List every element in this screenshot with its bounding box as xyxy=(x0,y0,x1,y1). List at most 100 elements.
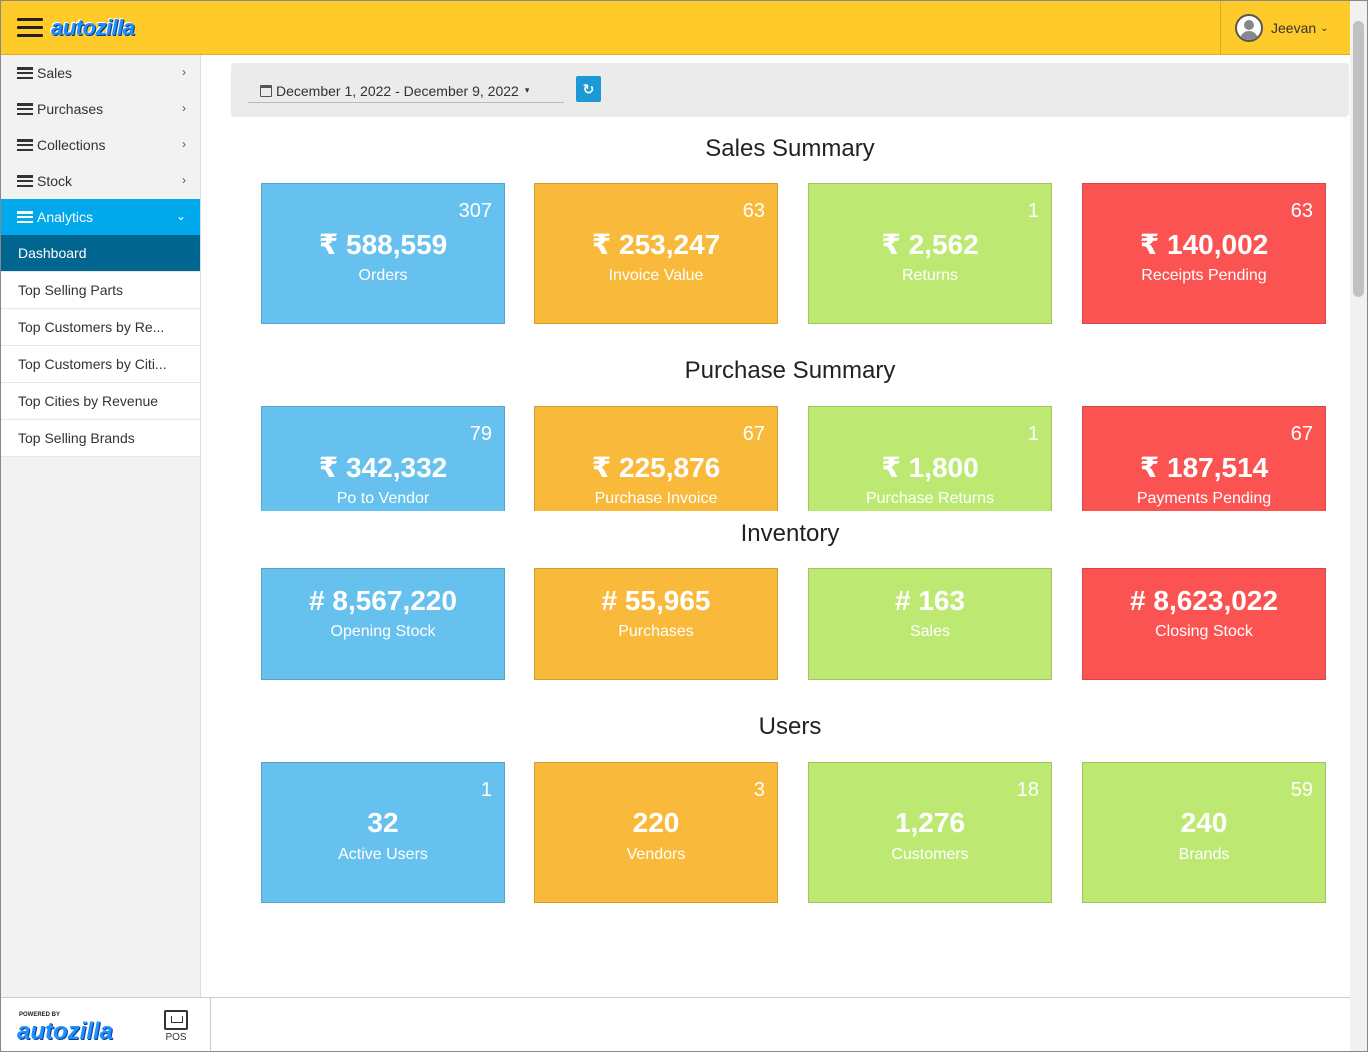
date-range-text: December 1, 2022 - December 9, 2022 xyxy=(276,82,519,99)
card-closing-stock[interactable]: # 8,623,022 Closing Stock xyxy=(1082,568,1326,680)
sidebar-item-collections[interactable]: Collections › xyxy=(1,127,200,163)
menu-bars-icon xyxy=(17,175,33,187)
card-label: Purchases xyxy=(618,623,694,640)
card-label: Payments Pending xyxy=(1136,490,1272,507)
chevron-down-icon: ⌄ xyxy=(175,209,186,223)
card-label: Active Users xyxy=(338,846,428,863)
sidebar-subitem-top-selling-parts[interactable]: Top Selling Parts xyxy=(1,272,200,309)
card-count: 67 xyxy=(742,423,765,445)
card-label: Orders xyxy=(358,267,408,284)
card-label: Brands xyxy=(1178,846,1230,863)
card-value: ₹ 187,514 xyxy=(1139,452,1269,483)
sidebar-subitem-dashboard[interactable]: Dashboard xyxy=(1,235,200,272)
sidebar-subitem-top-cities-revenue[interactable]: Top Cities by Revenue xyxy=(1,383,200,420)
refresh-icon: ↻ xyxy=(582,80,595,97)
card-count: 18 xyxy=(1016,779,1039,801)
sidebar-item-label: Sales xyxy=(37,65,73,81)
sidebar-subitem-label: Top Cities by Revenue xyxy=(18,393,159,409)
cart-monitor-icon xyxy=(164,1010,188,1030)
sidebar: Sales › Purchases › Collections › Stock … xyxy=(1,55,201,997)
card-payments-pending[interactable]: 67 ₹ 187,514 Payments Pending xyxy=(1082,406,1326,511)
card-count: 79 xyxy=(469,423,492,445)
card-value: 240 xyxy=(1180,807,1228,838)
chevron-down-icon: ⌄ xyxy=(1320,22,1329,34)
user-menu[interactable]: Jeevan ⌄ xyxy=(1220,1,1351,55)
pos-button[interactable]: POS xyxy=(163,1010,189,1043)
card-orders[interactable]: 307 ₹ 588,559 Orders xyxy=(261,183,505,324)
card-count: 59 xyxy=(1290,779,1313,801)
card-label: Customers xyxy=(891,846,969,863)
section-title-sales: Sales Summary xyxy=(705,135,875,162)
card-active-users[interactable]: 1 32 Active Users xyxy=(261,762,505,903)
card-po-to-vendor[interactable]: 79 ₹ 342,332 Po to Vendor xyxy=(261,406,505,511)
sidebar-item-label: Stock xyxy=(37,173,73,189)
card-opening-stock[interactable]: # 8,567,220 Opening Stock xyxy=(261,568,505,680)
card-count: 3 xyxy=(753,779,765,801)
card-value: ₹ 342,332 xyxy=(318,452,448,483)
sidebar-subitem-label: Top Selling Parts xyxy=(18,282,124,298)
chevron-right-icon: › xyxy=(182,65,186,79)
sidebar-subitem-top-selling-brands[interactable]: Top Selling Brands xyxy=(1,420,200,457)
sidebar-item-sales[interactable]: Sales › xyxy=(1,55,200,91)
card-label: Invoice Value xyxy=(608,267,704,284)
sidebar-subitem-top-customers-cities[interactable]: Top Customers by Citi... xyxy=(1,346,200,383)
card-value: 220 xyxy=(632,807,680,838)
card-value: # 8,623,022 xyxy=(1130,585,1278,616)
sidebar-item-purchases[interactable]: Purchases › xyxy=(1,91,200,127)
sidebar-subitem-label: Dashboard xyxy=(18,245,87,261)
card-receipts-pending[interactable]: 63 ₹ 140,002 Receipts Pending xyxy=(1082,183,1326,324)
card-count: 63 xyxy=(1290,200,1313,222)
section-title-purchase: Purchase Summary xyxy=(684,357,896,384)
card-label: Purchase Returns xyxy=(865,490,995,507)
sidebar-subitem-top-customers-revenue[interactable]: Top Customers by Re... xyxy=(1,309,200,346)
sidebar-item-label: Purchases xyxy=(37,101,104,117)
section-title-users: Users xyxy=(758,713,822,740)
chevron-right-icon: › xyxy=(182,101,186,115)
menu-bars-icon xyxy=(17,67,33,79)
card-value: ₹ 225,876 xyxy=(591,452,721,483)
avatar xyxy=(1235,14,1263,42)
card-count: 307 xyxy=(458,200,492,222)
card-value: 1,276 xyxy=(894,807,966,838)
card-label: Returns xyxy=(901,267,959,284)
hamburger-menu-icon[interactable] xyxy=(17,18,43,38)
sidebar-subitem-label: Top Customers by Re... xyxy=(18,319,165,335)
card-returns[interactable]: 1 ₹ 2,562 Returns xyxy=(808,183,1052,324)
sidebar-subitem-label: Top Customers by Citi... xyxy=(18,356,167,372)
vertical-scrollbar[interactable] xyxy=(1350,1,1367,1051)
date-range-picker[interactable]: December 1, 2022 - December 9, 2022 ▾ xyxy=(248,79,564,103)
card-count: 63 xyxy=(742,200,765,222)
footer-divider xyxy=(210,998,211,1051)
card-customers[interactable]: 18 1,276 Customers xyxy=(808,762,1052,903)
menu-bars-icon xyxy=(17,139,33,151)
chevron-right-icon: › xyxy=(182,137,186,151)
pos-label: POS xyxy=(165,1032,187,1043)
chevron-right-icon: › xyxy=(182,173,186,187)
card-label: Po to Vendor xyxy=(336,490,430,507)
card-value: # 8,567,220 xyxy=(309,585,457,616)
card-brands[interactable]: 59 240 Brands xyxy=(1082,762,1326,903)
card-purchases[interactable]: # 55,965 Purchases xyxy=(534,568,778,680)
card-value: ₹ 2,562 xyxy=(881,229,979,260)
card-value: ₹ 140,002 xyxy=(1139,229,1269,260)
card-sales[interactable]: # 163 Sales xyxy=(808,568,1052,680)
card-vendors[interactable]: 3 220 Vendors xyxy=(534,762,778,903)
card-invoice-value[interactable]: 63 ₹ 253,247 Invoice Value xyxy=(534,183,778,324)
sidebar-item-label: Collections xyxy=(37,137,106,153)
card-label: Vendors xyxy=(626,846,686,863)
card-value: # 55,965 xyxy=(601,585,711,616)
card-purchase-invoice[interactable]: 67 ₹ 225,876 Purchase Invoice xyxy=(534,406,778,511)
card-label: Closing Stock xyxy=(1155,623,1253,640)
autozilla-logo[interactable]: autozilla xyxy=(51,15,135,40)
footer: POWERED BY autozilla POS xyxy=(1,997,1367,1051)
scrollbar-thumb[interactable] xyxy=(1353,21,1364,297)
card-count: 67 xyxy=(1290,423,1313,445)
section-title-inventory: Inventory xyxy=(740,520,840,547)
sidebar-item-analytics[interactable]: Analytics ⌄ xyxy=(1,199,200,235)
refresh-button[interactable]: ↻ xyxy=(576,76,601,102)
menu-bars-icon xyxy=(17,103,33,115)
card-purchase-returns[interactable]: 1 ₹ 1,800 Purchase Returns xyxy=(808,406,1052,511)
sidebar-item-stock[interactable]: Stock › xyxy=(1,163,200,199)
card-count: 1 xyxy=(1027,423,1039,445)
